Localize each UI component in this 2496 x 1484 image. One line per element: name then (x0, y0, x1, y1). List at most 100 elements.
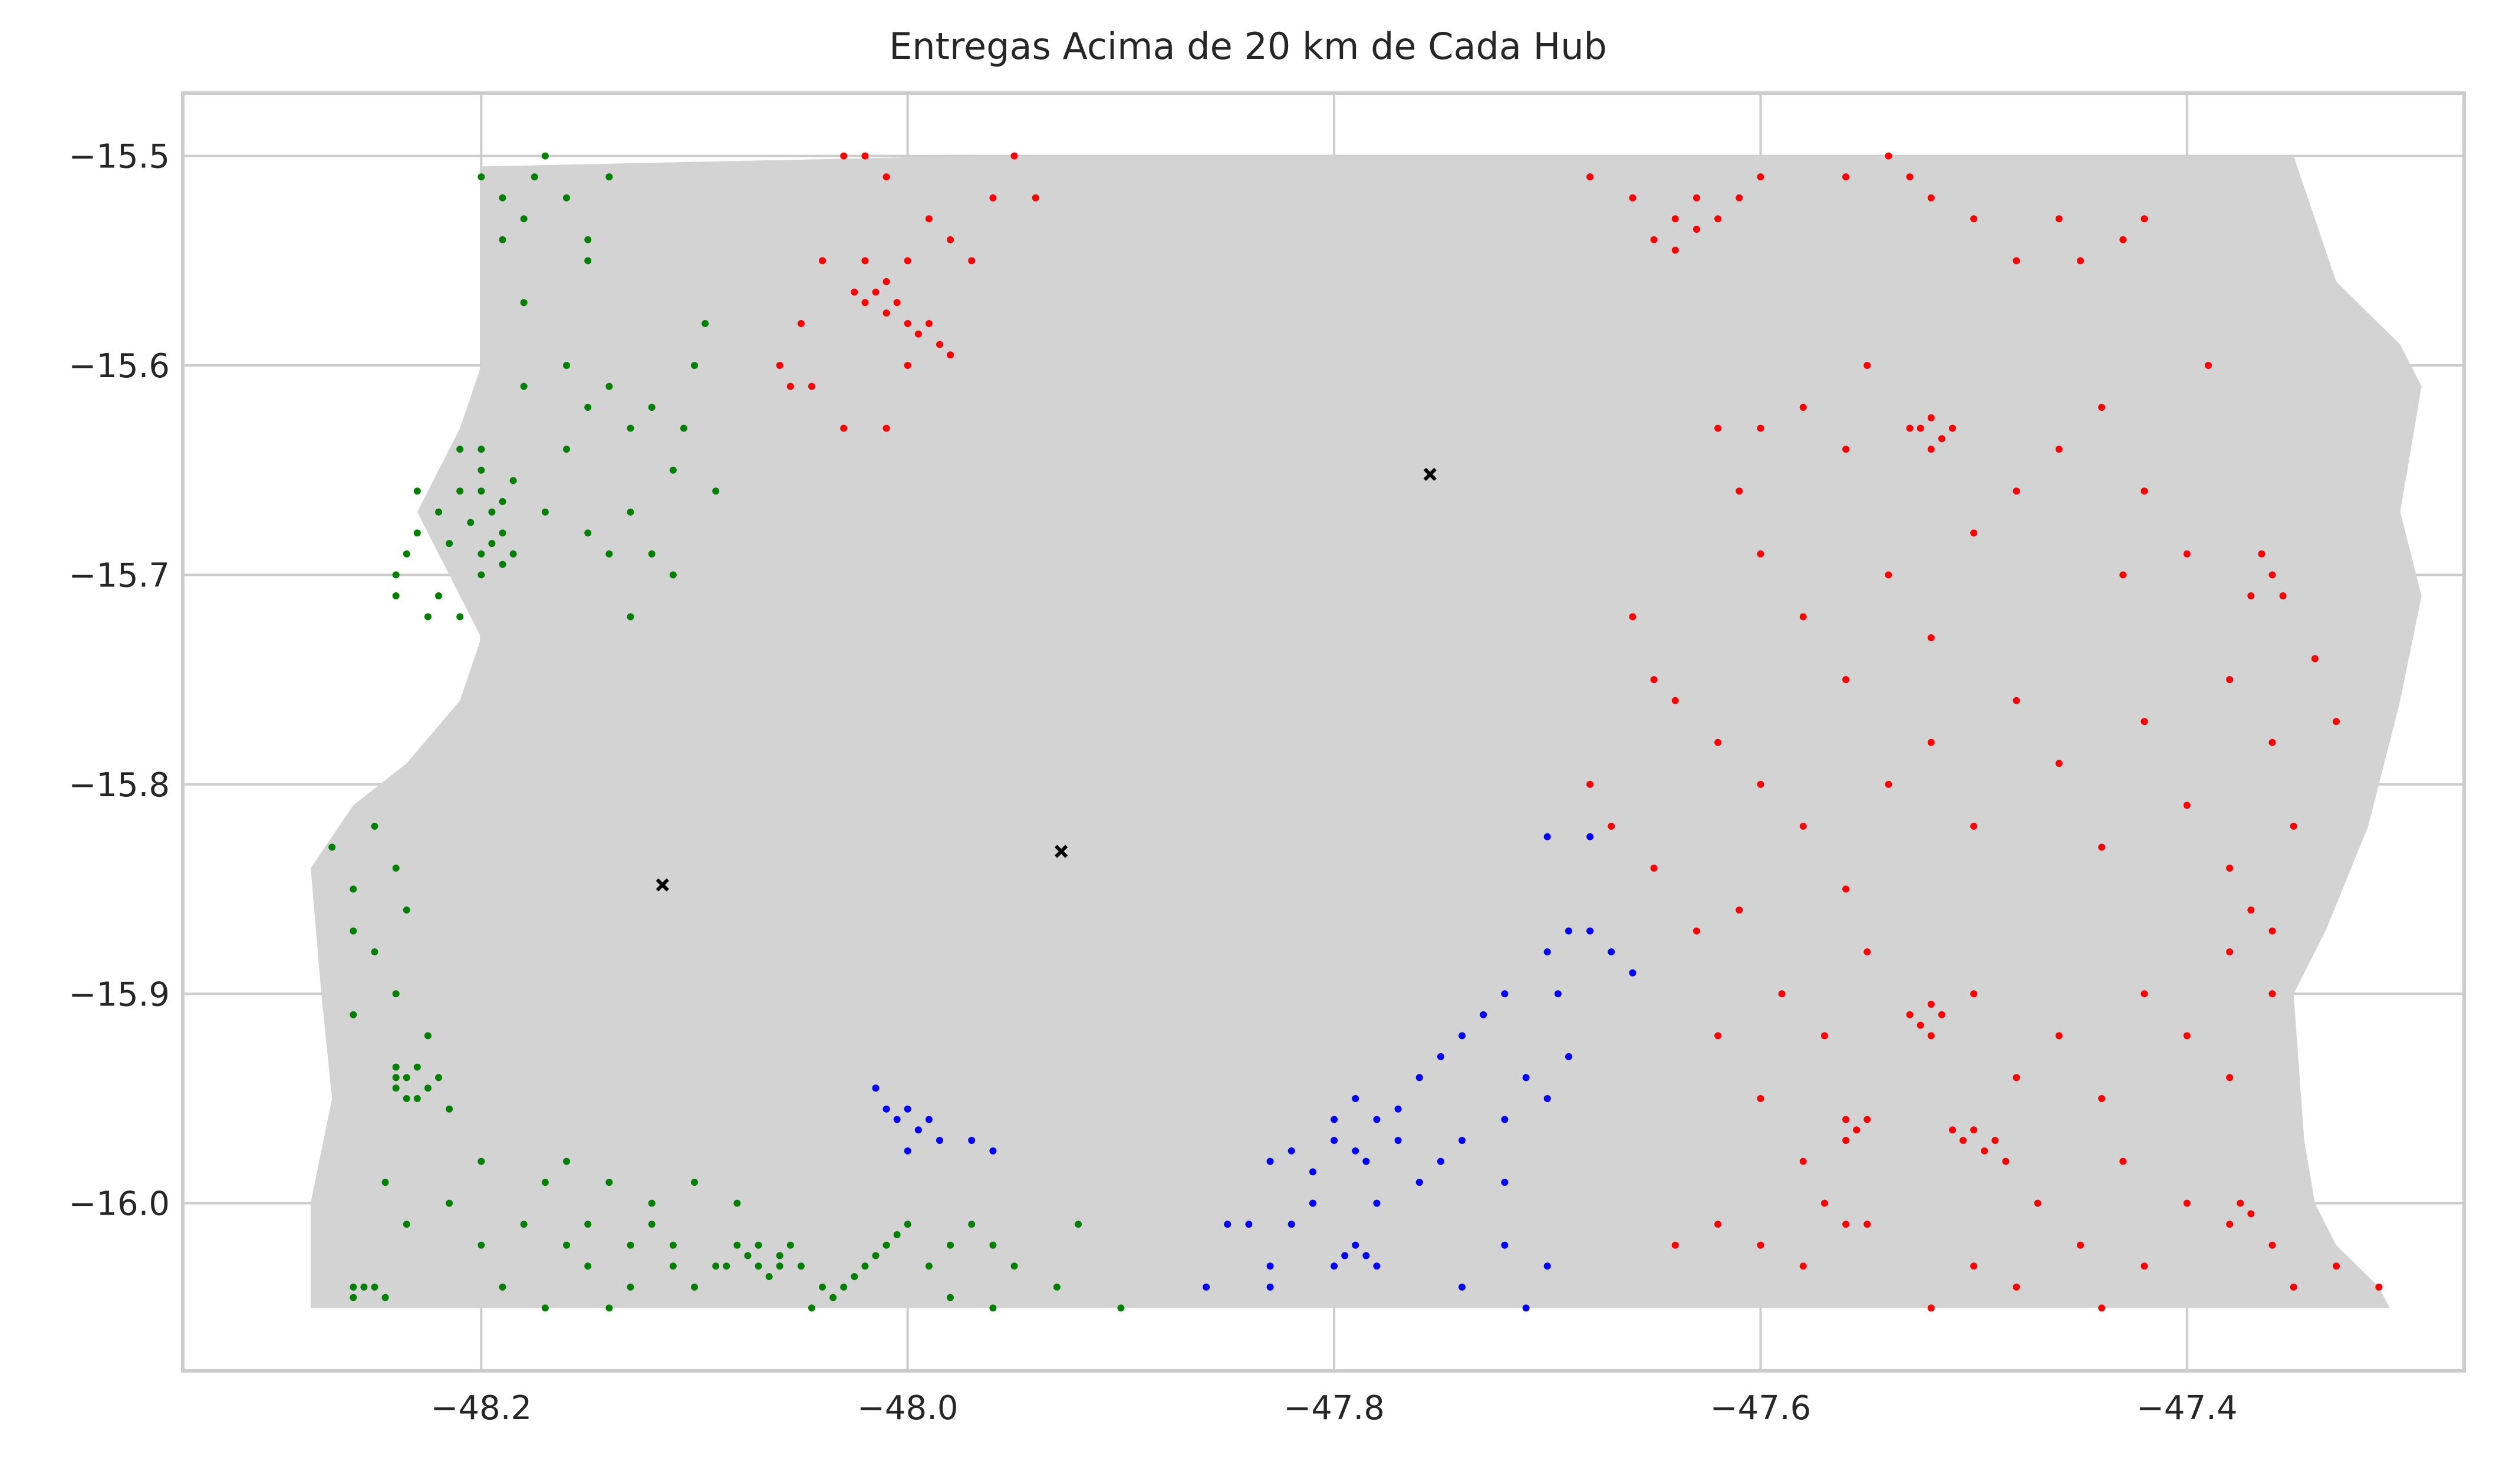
delivery-point (584, 257, 592, 265)
delivery-point (947, 1241, 954, 1249)
delivery-point (1010, 152, 1018, 160)
delivery-point (1480, 1011, 1487, 1018)
delivery-point (1842, 1116, 1850, 1123)
delivery-point (840, 152, 848, 160)
delivery-point (392, 990, 400, 998)
delivery-point (2141, 718, 2148, 725)
tick-labels: −48.2 −48.0 −47.8 −47.6 −47.4 −15.5 −15.6 −15.7… (68, 138, 2237, 1427)
delivery-point (541, 1304, 549, 1312)
delivery-point (883, 1241, 890, 1249)
delivery-point (702, 319, 709, 327)
delivery-point (1927, 738, 1935, 746)
delivery-point (520, 215, 528, 223)
delivery-point (776, 362, 783, 370)
delivery-point (883, 424, 890, 432)
map-region (311, 156, 2422, 1308)
delivery-point (2226, 1074, 2234, 1081)
delivery-point (392, 865, 400, 872)
delivery-point (797, 319, 805, 327)
delivery-point (1863, 948, 1871, 956)
series-group (656, 467, 1437, 892)
delivery-point (413, 487, 421, 495)
delivery-point (1287, 1147, 1295, 1155)
delivery-point (1799, 822, 1807, 830)
delivery-point (1853, 1126, 1861, 1134)
delivery-point (925, 1116, 933, 1123)
delivery-point (1394, 1105, 1402, 1113)
delivery-point (499, 1283, 506, 1291)
delivery-point (893, 1116, 901, 1123)
delivery-point (1522, 1304, 1530, 1312)
delivery-point (1331, 1137, 1338, 1145)
delivery-point (403, 1074, 410, 1081)
delivery-point (1714, 1032, 1722, 1040)
delivery-point (1757, 424, 1764, 432)
delivery-point (2055, 446, 2063, 453)
delivery-point (1415, 1074, 1423, 1081)
delivery-point (776, 1262, 783, 1270)
delivery-point (872, 1252, 880, 1259)
delivery-point (1053, 1283, 1061, 1291)
y-tick-label: −15.5 (68, 138, 170, 176)
delivery-point (499, 529, 506, 537)
delivery-point (499, 194, 506, 202)
delivery-point (605, 382, 613, 390)
delivery-point (2013, 487, 2020, 495)
delivery-point (403, 1094, 410, 1102)
delivery-point (1352, 1147, 1359, 1155)
delivery-point (797, 1262, 805, 1270)
delivery-point (446, 540, 453, 548)
delivery-point (605, 1179, 613, 1186)
delivery-point (914, 330, 922, 338)
delivery-point (2076, 257, 2084, 265)
delivery-point (2076, 1241, 2084, 1249)
delivery-point (786, 1241, 794, 1249)
delivery-point (1938, 1011, 1945, 1018)
delivery-point (669, 571, 677, 579)
delivery-point (1757, 1241, 1764, 1249)
delivery-point (755, 1262, 762, 1270)
delivery-point (478, 446, 485, 453)
delivery-point (904, 257, 911, 265)
delivery-point (1927, 1001, 1935, 1008)
delivery-point (1970, 215, 1978, 223)
delivery-point (563, 446, 571, 453)
delivery-point (1373, 1262, 1381, 1270)
delivery-point (1362, 1157, 1370, 1165)
delivery-point (403, 550, 410, 558)
hub-marker (1055, 845, 1068, 858)
delivery-point (1543, 948, 1551, 956)
delivery-point (2098, 843, 2106, 851)
delivery-point (893, 299, 901, 306)
delivery-point (350, 1011, 357, 1018)
delivery-point (1394, 1137, 1402, 1145)
x-tick-label: −48.2 (431, 1389, 532, 1427)
delivery-point (371, 948, 378, 956)
delivery-point (584, 1262, 592, 1270)
delivery-point (392, 592, 400, 599)
delivery-point (1948, 424, 1956, 432)
delivery-point (541, 508, 549, 516)
delivery-point (2226, 865, 2234, 872)
delivery-point (2055, 760, 2063, 767)
delivery-point (861, 299, 869, 306)
delivery-point (883, 309, 890, 317)
delivery-point (1629, 194, 1636, 202)
delivery-point (2268, 927, 2276, 935)
delivery-point (1863, 362, 1871, 370)
delivery-point (744, 1252, 752, 1259)
delivery-point (968, 1221, 976, 1228)
delivery-point (2119, 1157, 2127, 1165)
delivery-point (1842, 446, 1850, 453)
delivery-point (1565, 1053, 1572, 1060)
delivery-point (478, 173, 485, 181)
delivery-point (1917, 424, 1924, 432)
delivery-point (1736, 487, 1743, 495)
delivery-point (446, 1199, 453, 1207)
delivery-point (2268, 990, 2276, 998)
delivery-point (2013, 1074, 2020, 1081)
delivery-point (1757, 550, 1764, 558)
delivery-point (478, 466, 485, 474)
delivery-point (1543, 1262, 1551, 1270)
delivery-point (488, 540, 496, 548)
